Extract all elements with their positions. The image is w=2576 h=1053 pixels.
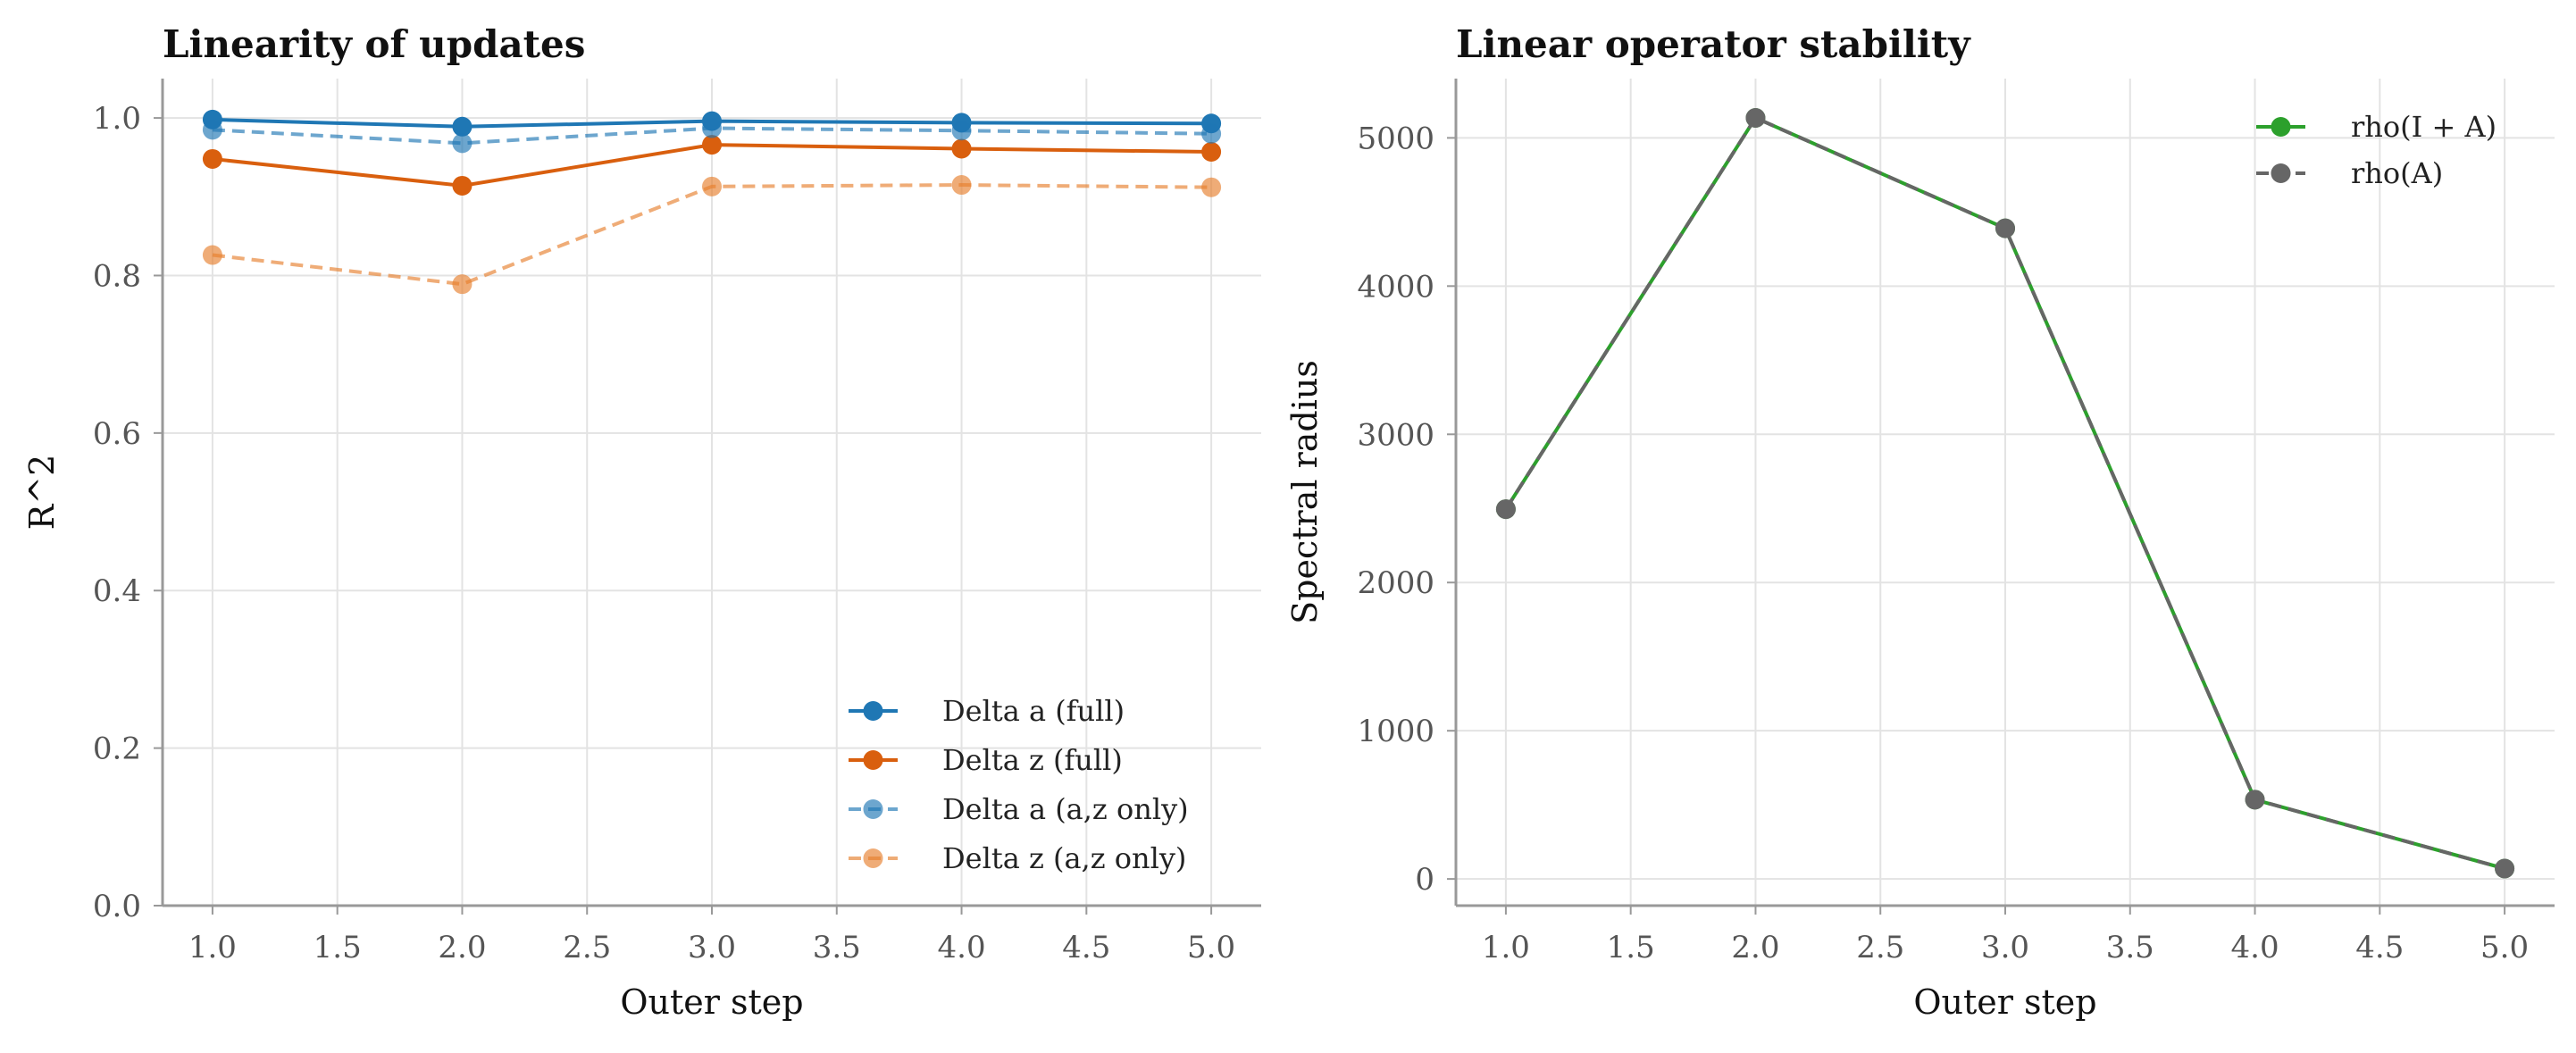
y-tick-label: 0.4	[93, 573, 141, 609]
data-point	[452, 133, 473, 154]
legend-swatch-marker	[863, 799, 883, 819]
data-point	[951, 175, 972, 196]
data-point	[1745, 107, 1766, 128]
y-axis-label: Spectral radius	[1285, 360, 1325, 624]
data-point	[1201, 177, 1222, 197]
x-tick-label: 5.0	[1187, 930, 1235, 965]
legend-label: Delta a (a,z only)	[942, 792, 1189, 826]
legend-swatch-marker	[863, 750, 883, 770]
y-tick-label: 5000	[1357, 121, 1434, 156]
data-point	[452, 116, 473, 137]
data-point	[951, 121, 972, 141]
data-point	[1995, 218, 2015, 238]
data-point	[702, 118, 722, 138]
y-axis-label: R^2	[22, 455, 62, 531]
x-tick-label: 2.0	[1731, 930, 1779, 965]
data-point	[702, 176, 722, 196]
data-point	[951, 138, 972, 159]
data-point	[1201, 123, 1222, 144]
chart-title: Linear operator stability	[1456, 22, 1971, 66]
legend-swatch-marker	[2271, 163, 2291, 183]
grid	[1456, 79, 2555, 906]
data-point	[1201, 142, 1222, 163]
ticks: 1.0 1.5 2.0 2.5 3.0 3.5 4.0 4.5 5.0 0 1000 2000 3000…	[1357, 121, 2529, 965]
data-point	[452, 274, 473, 295]
legend-label: rho(I + A)	[2351, 110, 2497, 144]
y-tick-label: 1000	[1357, 714, 1434, 749]
series-layer	[202, 109, 1222, 295]
data-point	[202, 245, 222, 265]
y-tick-label: 0	[1415, 862, 1434, 898]
legend-label: Delta z (full)	[942, 743, 1123, 777]
legend-label: Delta a (full)	[942, 694, 1125, 728]
y-tick-label: 0.2	[93, 731, 141, 767]
x-tick-label: 1.5	[1607, 930, 1655, 965]
data-point	[2245, 790, 2265, 810]
y-tick-label: 1.0	[93, 101, 141, 137]
x-tick-label: 3.5	[2106, 930, 2154, 965]
x-axis-label: Outer step	[1913, 982, 2096, 1022]
chart-operator-stability: 1.0 1.5 2.0 2.5 3.0 3.5 4.0 4.5 5.0 0 1000 2000 3000…	[1285, 22, 2555, 1022]
legend-swatch-marker	[863, 701, 883, 721]
y-tick-label: 0.0	[93, 889, 141, 924]
x-tick-label: 3.0	[688, 930, 736, 965]
data-point	[202, 148, 222, 169]
x-tick-label: 4.5	[2355, 930, 2404, 965]
legend-label: Delta z (a,z only)	[942, 841, 1186, 875]
y-tick-label: 0.6	[93, 416, 141, 452]
y-tick-label: 4000	[1357, 269, 1434, 305]
chart-title: Linearity of updates	[163, 22, 585, 66]
data-point	[702, 135, 722, 155]
chart-linearity: 1.0 1.5 2.0 2.5 3.0 3.5 4.0 4.5 5.0 0.0 0.2 0.4 0.6 0…	[22, 22, 1261, 1022]
x-tick-label: 4.0	[938, 930, 986, 965]
x-tick-label: 3.5	[813, 930, 861, 965]
ticks: 1.0 1.5 2.0 2.5 3.0 3.5 4.0 4.5 5.0 0.0 0.2 0.4 0.6 0…	[93, 101, 1235, 965]
legend: Delta a (full) Delta z (full) Delta a (a,z…	[849, 694, 1189, 875]
x-tick-label: 2.5	[563, 930, 611, 965]
data-point	[202, 120, 222, 140]
y-tick-label: 2000	[1357, 565, 1434, 601]
grid	[163, 79, 1261, 907]
data-point	[452, 175, 473, 196]
legend-label: rho(A)	[2351, 156, 2443, 190]
x-tick-label: 4.0	[2231, 930, 2279, 965]
y-tick-label: 0.8	[93, 258, 141, 294]
series-layer	[1495, 107, 2515, 879]
x-tick-label: 5.0	[2480, 930, 2529, 965]
x-axis-label: Outer step	[620, 982, 803, 1022]
x-tick-label: 3.0	[1981, 930, 2029, 965]
x-tick-label: 2.5	[1856, 930, 1904, 965]
data-point	[2495, 858, 2515, 879]
legend-swatch-marker	[2271, 117, 2291, 137]
legend-swatch-marker	[863, 848, 883, 868]
x-tick-label: 1.0	[188, 930, 237, 965]
x-tick-label: 1.0	[1482, 930, 1530, 965]
y-tick-label: 3000	[1357, 417, 1434, 453]
x-tick-label: 4.5	[1062, 930, 1110, 965]
data-point	[1495, 499, 1516, 520]
x-tick-label: 1.5	[314, 930, 362, 965]
x-tick-label: 2.0	[438, 930, 486, 965]
legend: rho(I + A) rho(A)	[2256, 110, 2497, 190]
